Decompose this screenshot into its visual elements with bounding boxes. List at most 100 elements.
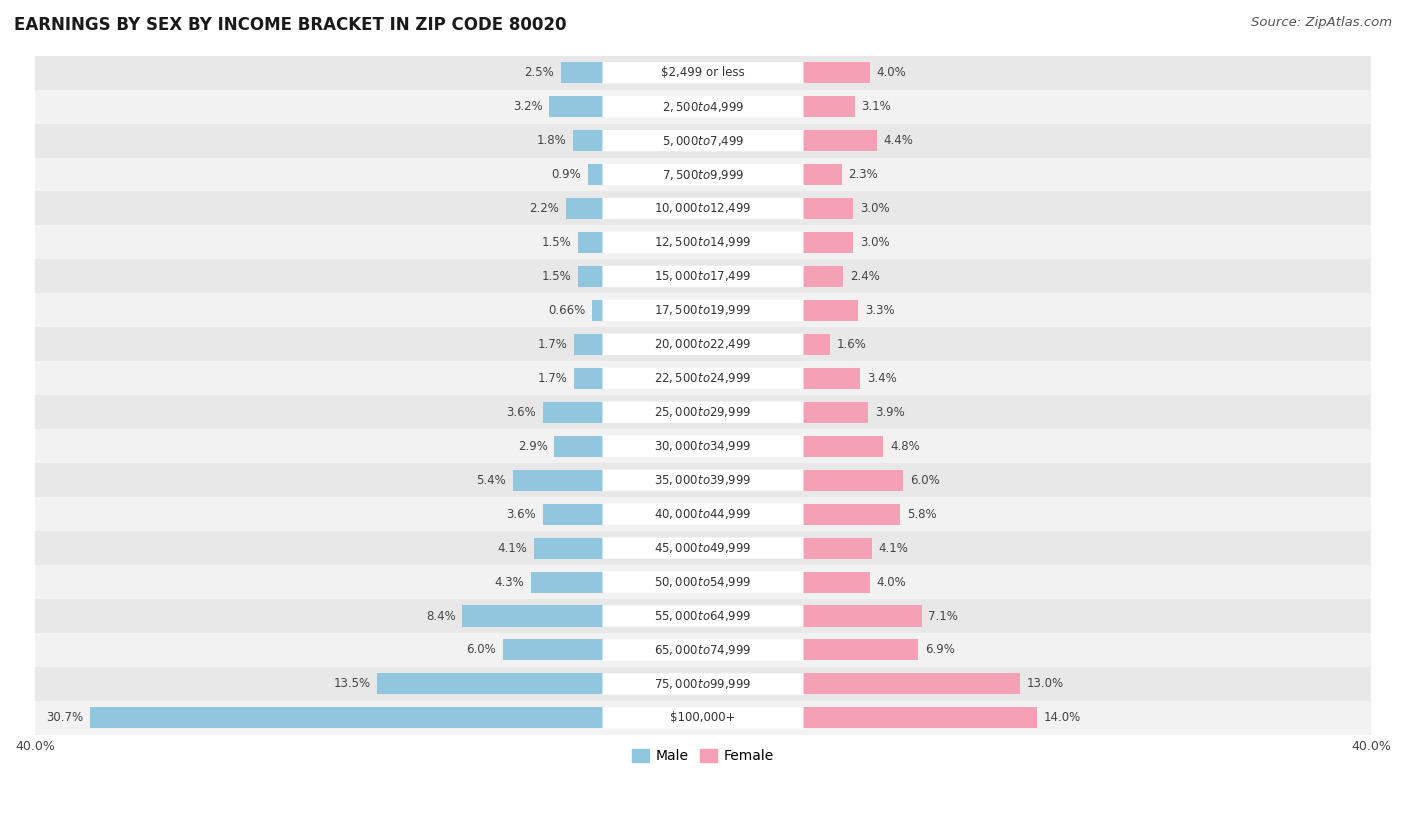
Text: $40,000 to $44,999: $40,000 to $44,999: [654, 507, 752, 521]
FancyBboxPatch shape: [602, 300, 804, 321]
FancyBboxPatch shape: [602, 606, 804, 627]
FancyBboxPatch shape: [602, 333, 804, 355]
Text: 3.3%: 3.3%: [865, 304, 894, 317]
FancyBboxPatch shape: [602, 537, 804, 559]
FancyBboxPatch shape: [602, 130, 804, 151]
Text: 1.7%: 1.7%: [538, 338, 568, 351]
Bar: [803, 640, 918, 660]
Bar: [543, 503, 603, 524]
Bar: [35, 124, 1371, 158]
Text: $30,000 to $34,999: $30,000 to $34,999: [654, 439, 752, 453]
Text: 3.6%: 3.6%: [506, 507, 536, 520]
FancyBboxPatch shape: [602, 232, 804, 253]
Text: $35,000 to $39,999: $35,000 to $39,999: [654, 473, 752, 487]
Text: 4.0%: 4.0%: [877, 66, 907, 79]
Bar: [575, 367, 603, 389]
Bar: [550, 96, 603, 117]
Text: 2.4%: 2.4%: [851, 270, 880, 283]
Bar: [803, 334, 830, 354]
Text: $12,500 to $14,999: $12,500 to $14,999: [654, 236, 752, 250]
Bar: [567, 198, 603, 219]
Text: Source: ZipAtlas.com: Source: ZipAtlas.com: [1251, 16, 1392, 29]
Bar: [90, 707, 603, 728]
Text: 13.5%: 13.5%: [333, 677, 371, 690]
Bar: [592, 300, 603, 321]
Bar: [803, 266, 844, 287]
Bar: [803, 537, 872, 559]
Text: $45,000 to $49,999: $45,000 to $49,999: [654, 541, 752, 555]
Text: $50,000 to $54,999: $50,000 to $54,999: [654, 575, 752, 589]
Bar: [35, 225, 1371, 259]
Bar: [803, 198, 853, 219]
Text: $20,000 to $22,499: $20,000 to $22,499: [654, 337, 752, 351]
Bar: [803, 572, 870, 593]
Text: 1.8%: 1.8%: [536, 134, 567, 147]
Bar: [588, 164, 603, 185]
Bar: [803, 62, 870, 83]
Bar: [803, 436, 883, 457]
Bar: [502, 640, 603, 660]
Bar: [543, 402, 603, 423]
Bar: [578, 232, 603, 253]
Text: $22,500 to $24,999: $22,500 to $24,999: [654, 372, 752, 385]
Text: 4.4%: 4.4%: [883, 134, 914, 147]
Text: 2.3%: 2.3%: [848, 168, 879, 181]
Bar: [561, 62, 603, 83]
Text: 14.0%: 14.0%: [1043, 711, 1081, 724]
Bar: [803, 300, 858, 321]
Text: $75,000 to $99,999: $75,000 to $99,999: [654, 677, 752, 691]
Text: 3.0%: 3.0%: [860, 236, 890, 249]
Bar: [35, 259, 1371, 293]
Text: $7,500 to $9,999: $7,500 to $9,999: [662, 167, 744, 181]
Text: 1.5%: 1.5%: [541, 236, 571, 249]
FancyBboxPatch shape: [602, 96, 804, 117]
FancyBboxPatch shape: [602, 469, 804, 491]
Text: 2.9%: 2.9%: [517, 440, 548, 453]
Bar: [534, 537, 603, 559]
Text: 3.4%: 3.4%: [866, 372, 897, 385]
Bar: [35, 497, 1371, 531]
Bar: [803, 673, 1021, 694]
Bar: [463, 606, 603, 627]
Text: 4.1%: 4.1%: [879, 541, 908, 554]
Text: 1.5%: 1.5%: [541, 270, 571, 283]
Text: 4.0%: 4.0%: [877, 576, 907, 589]
Text: 6.0%: 6.0%: [910, 474, 939, 487]
Bar: [35, 463, 1371, 497]
Bar: [35, 158, 1371, 192]
Bar: [803, 96, 855, 117]
FancyBboxPatch shape: [602, 266, 804, 287]
Bar: [531, 572, 603, 593]
FancyBboxPatch shape: [602, 198, 804, 220]
Text: 4.1%: 4.1%: [498, 541, 527, 554]
Text: 3.1%: 3.1%: [862, 100, 891, 113]
Text: 1.7%: 1.7%: [538, 372, 568, 385]
Text: 2.5%: 2.5%: [524, 66, 554, 79]
Bar: [803, 164, 842, 185]
Text: EARNINGS BY SEX BY INCOME BRACKET IN ZIP CODE 80020: EARNINGS BY SEX BY INCOME BRACKET IN ZIP…: [14, 16, 567, 34]
FancyBboxPatch shape: [602, 503, 804, 525]
Bar: [803, 232, 853, 253]
Legend: Male, Female: Male, Female: [627, 744, 779, 768]
Text: $25,000 to $29,999: $25,000 to $29,999: [654, 405, 752, 420]
Bar: [35, 531, 1371, 565]
FancyBboxPatch shape: [602, 436, 804, 457]
Text: 13.0%: 13.0%: [1026, 677, 1064, 690]
Bar: [35, 361, 1371, 395]
FancyBboxPatch shape: [602, 62, 804, 83]
Bar: [513, 470, 603, 491]
Text: 5.4%: 5.4%: [477, 474, 506, 487]
Text: 6.9%: 6.9%: [925, 643, 955, 656]
Bar: [35, 633, 1371, 667]
Bar: [377, 673, 603, 694]
Text: $100,000+: $100,000+: [671, 711, 735, 724]
Bar: [803, 470, 904, 491]
FancyBboxPatch shape: [602, 639, 804, 661]
Bar: [35, 667, 1371, 701]
FancyBboxPatch shape: [602, 673, 804, 694]
Text: 7.1%: 7.1%: [928, 610, 959, 623]
Text: 3.9%: 3.9%: [875, 406, 905, 419]
Text: $55,000 to $64,999: $55,000 to $64,999: [654, 609, 752, 623]
Bar: [803, 402, 869, 423]
FancyBboxPatch shape: [602, 572, 804, 593]
